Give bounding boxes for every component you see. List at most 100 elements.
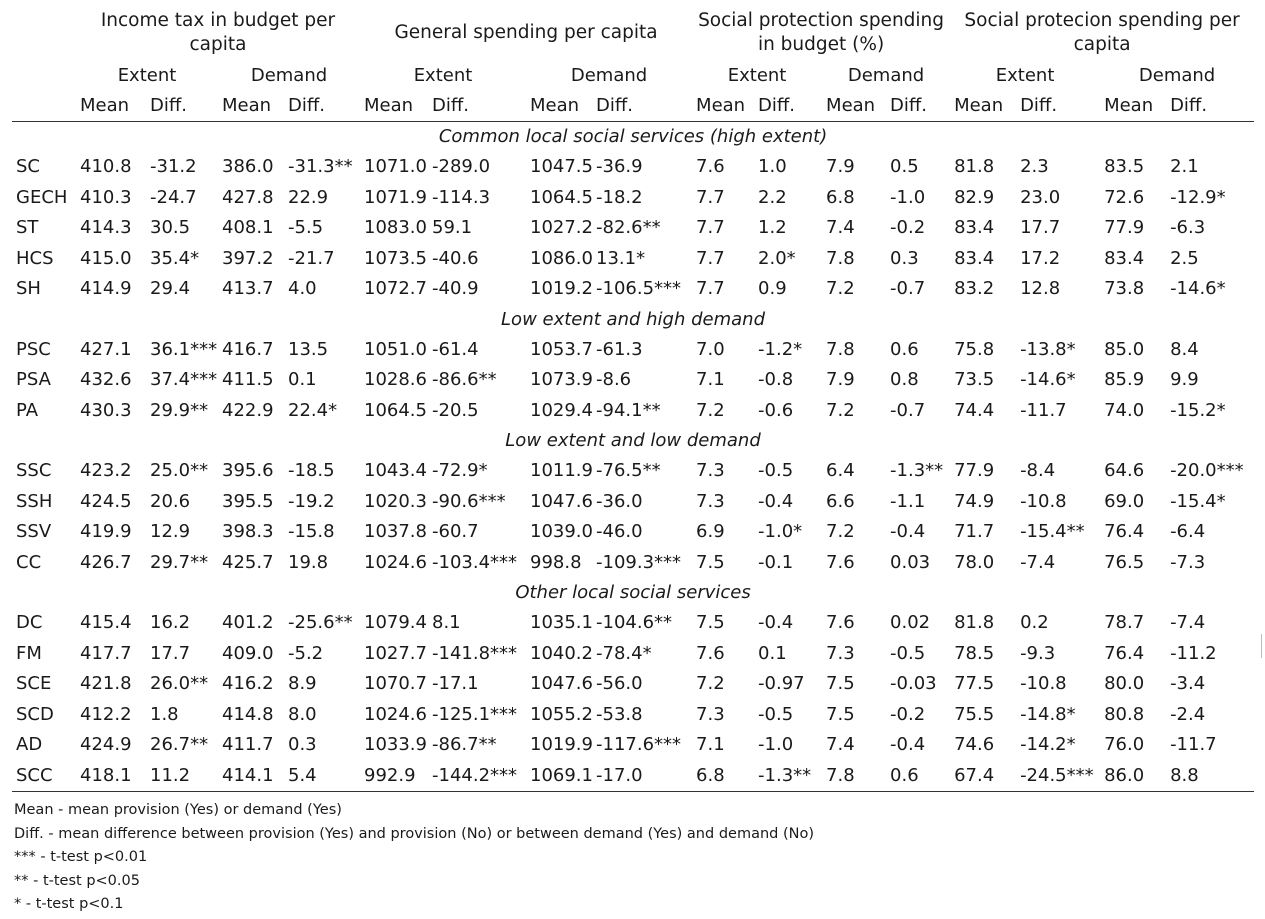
table-cell: -14.6* [1170, 278, 1226, 299]
table-cell: 19.8 [288, 551, 329, 573]
table-cell: 1033.9 [364, 734, 427, 755]
table-cell: -117.6*** [596, 734, 682, 755]
header-subgroup: Extent [117, 65, 177, 86]
table-cell: 0.3 [890, 247, 919, 269]
table-cell: 411.7 [222, 734, 274, 755]
table-cell: 71.7 [954, 521, 995, 542]
column-header: Mean [76, 91, 146, 122]
header-subgroup: Extent [413, 65, 473, 86]
table-cell: 7.1 [696, 734, 725, 755]
table-cell: -1.3** [754, 760, 823, 792]
table-cell: 417.7 [80, 642, 132, 664]
table-cell: 82.9 [954, 186, 995, 208]
table-cell: 998.8 [530, 551, 582, 573]
table-row: CC 426.7 29.7** 425.7 19.8 1024.6 -103.4*** 998… [12, 548, 1254, 579]
table-cell: -8.6 [596, 369, 632, 390]
table-row: SCD 412.2 1.8 414.8 8.0 1024.6 -125.1*** 1055.2… [12, 700, 1254, 731]
table-cell: 425.7 [222, 551, 274, 573]
table-cell: 416.2 [222, 673, 274, 694]
table-cell: 7.2 [826, 278, 855, 299]
table-cell: 395.6 [222, 460, 274, 481]
column-header: Diff. [146, 91, 218, 122]
table-cell: 430.3 [80, 399, 132, 421]
table-cell: -40.6 [432, 247, 479, 269]
table-cell: 11.2 [146, 760, 218, 792]
table-cell: 7.8 [826, 338, 855, 360]
table-cell: 0.8 [890, 369, 919, 390]
table-cell: -141.8*** [432, 642, 518, 664]
table-cell: -3.4 [1170, 673, 1206, 694]
table-cell: -17.1 [432, 673, 479, 694]
table-row: FM 417.7 17.7 409.0 -5.2 1027.7 -141.8*** 1040.… [12, 639, 1254, 670]
table-cell: 76.0 [1104, 734, 1145, 755]
table-cell: -11.7 [1170, 734, 1217, 755]
table-cell: 432.6 [80, 369, 132, 390]
column-header: Diff. [1016, 91, 1101, 122]
table-cell: 1040.2 [530, 642, 593, 664]
row-label: SCD [16, 703, 54, 725]
table-cell: 7.3 [696, 460, 725, 481]
table-cell: -125.1*** [432, 703, 518, 725]
table-cell: 7.5 [826, 703, 855, 725]
column-header: Mean [360, 91, 428, 122]
table-cell: -0.1 [758, 551, 794, 573]
table-cell: 2.5 [1170, 247, 1199, 269]
table-cell: 427.1 [80, 338, 132, 360]
table-cell: -53.8 [596, 703, 643, 725]
table-cell: 80.0 [1104, 673, 1145, 694]
table-cell: 8.9 [288, 673, 317, 694]
row-label: GECH [16, 186, 68, 208]
table-cell: 7.2 [696, 673, 725, 694]
table-cell: 1019.2 [530, 278, 593, 299]
table-cell: 1086.0 [530, 247, 593, 269]
table-cell: -15.8 [288, 521, 335, 542]
table-cell: 418.1 [76, 760, 146, 792]
table-cell: 76.4 [1104, 521, 1145, 542]
table-cell: 397.2 [222, 247, 274, 269]
table-cell: -61.3 [596, 338, 643, 360]
table-cell: 0.5 [890, 156, 919, 177]
table-cell: -15.4* [1170, 490, 1226, 512]
table-cell: -31.2 [150, 156, 197, 177]
table-cell: -13.8* [1020, 338, 1076, 360]
table-row: SH 414.9 29.4 413.7 4.0 1072.7 -40.9 1019.2 -106… [12, 274, 1254, 305]
table-cell: -114.3 [432, 186, 491, 208]
table-cell: 7.7 [696, 217, 725, 238]
table-cell: 67.4 [950, 760, 1017, 792]
header-subgroup: Extent [995, 65, 1055, 86]
table-cell: -0.8 [758, 369, 794, 390]
header-groups-row: Income tax in budget per capita General s… [12, 4, 1254, 61]
table-cell: -15.2* [1170, 399, 1226, 421]
table-cell: 1.8 [150, 703, 179, 725]
table-cell: 8.4 [1170, 338, 1199, 360]
table-cell: -21.7 [288, 247, 335, 269]
table-cell: 8.0 [288, 703, 317, 725]
table-cell: 1071.9 [364, 186, 427, 208]
table-cell: 411.5 [222, 369, 274, 390]
section-row: Low extent and low demand [12, 426, 1254, 456]
row-label: SSH [16, 490, 53, 512]
table-cell: 414.9 [80, 278, 132, 299]
header-corner [12, 61, 76, 91]
table-cell: -5.5 [288, 217, 324, 238]
header-columns-row: Mean Diff. Mean Diff. Mean Diff. Mean Diff. Mean… [12, 91, 1255, 122]
table-cell: 4.0 [288, 278, 317, 299]
table-cell: -78.4* [596, 642, 652, 664]
table-cell: 2.3 [1020, 156, 1049, 177]
row-label: PA [16, 399, 39, 421]
table-cell: -11.7 [1020, 399, 1067, 421]
section-row: Common local social services (high exten… [12, 122, 1254, 153]
table-cell: 37.4*** [150, 369, 218, 390]
table-cell: -5.2 [288, 642, 324, 664]
column-header: Diff. [428, 91, 526, 122]
table-cell: 7.0 [696, 338, 725, 360]
table-row: AD 424.9 26.7** 411.7 0.3 1033.9 -86.7** 1019.9… [12, 730, 1254, 761]
table-cell: 0.9 [758, 278, 787, 299]
table-cell: 7.2 [826, 521, 855, 542]
table-cell: -0.7 [890, 278, 926, 299]
table-row: PSA 432.6 37.4*** 411.5 0.1 1028.6 -86.6** 1073… [12, 365, 1254, 396]
section-title: Low extent and high demand [501, 308, 766, 330]
table-cell: -6.4 [1170, 521, 1206, 542]
table-cell: 81.8 [954, 612, 995, 633]
table-cell: 7.4 [826, 734, 855, 755]
